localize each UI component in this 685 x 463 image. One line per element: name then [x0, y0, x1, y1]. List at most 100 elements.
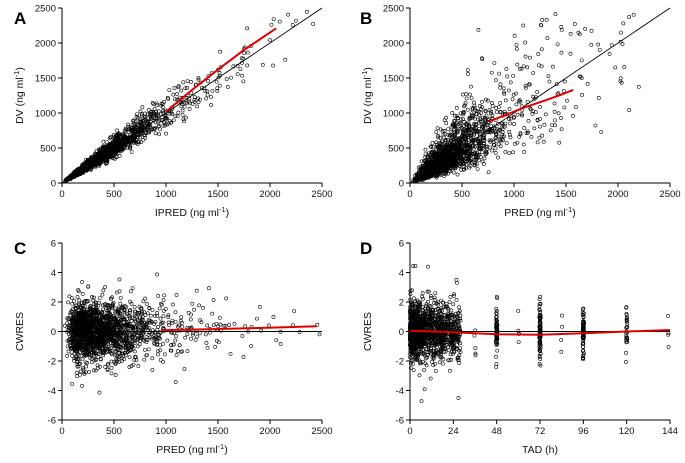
- data-point: [156, 352, 160, 357]
- data-point: [137, 342, 142, 347]
- data-point: [180, 112, 185, 117]
- data-point: [636, 84, 641, 89]
- data-point: [132, 305, 137, 309]
- data-point: [446, 127, 450, 132]
- data-point: [135, 123, 140, 127]
- data-point: [493, 150, 498, 155]
- data-point: [464, 96, 469, 101]
- data-point: [511, 73, 516, 78]
- data-point: [116, 145, 121, 149]
- data-point: [175, 114, 180, 118]
- data-point: [562, 79, 567, 84]
- data-point: [173, 380, 178, 384]
- data-point: [511, 150, 515, 155]
- data-point: [169, 110, 174, 115]
- data-point: [574, 105, 578, 109]
- data-point: [173, 319, 178, 324]
- data-point: [547, 79, 552, 84]
- data-point: [213, 344, 218, 349]
- data-point: [80, 165, 85, 170]
- data-point: [546, 74, 551, 79]
- data-point: [620, 42, 625, 47]
- data-point: [266, 323, 271, 328]
- data-point: [163, 307, 168, 311]
- data-point: [184, 96, 189, 100]
- data-point: [133, 119, 138, 124]
- data-point: [294, 18, 298, 23]
- data-point: [87, 369, 91, 374]
- data-point: [469, 96, 474, 100]
- data-point: [142, 115, 147, 120]
- data-point: [71, 173, 76, 178]
- data-point: [109, 371, 114, 376]
- data-point: [101, 288, 106, 293]
- y-tick-label: 1000: [35, 109, 56, 120]
- data-point: [498, 82, 503, 87]
- data-point: [535, 90, 540, 94]
- x-tick-label: 1000: [155, 189, 176, 200]
- data-point: [123, 138, 128, 143]
- data-point: [196, 76, 201, 80]
- data-point: [146, 129, 151, 134]
- data-point: [90, 295, 94, 299]
- data-point: [467, 92, 472, 97]
- data-point: [561, 89, 566, 93]
- data-point: [475, 167, 480, 171]
- data-point: [200, 86, 204, 90]
- data-point: [180, 324, 185, 329]
- data-point: [190, 301, 195, 306]
- data-point: [70, 301, 75, 306]
- data-point: [241, 56, 246, 61]
- data-point: [290, 23, 295, 27]
- data-point: [241, 79, 246, 84]
- data-point: [128, 144, 133, 149]
- data-point: [225, 85, 230, 89]
- data-point: [150, 356, 155, 361]
- y-axis-label: DV (ng ml-1): [360, 67, 374, 124]
- data-point: [140, 118, 145, 123]
- data-point: [155, 103, 159, 107]
- data-point: [168, 120, 173, 125]
- data-point: [550, 64, 555, 69]
- data-point: [210, 311, 215, 316]
- data-point: [150, 308, 155, 312]
- data-point: [183, 86, 188, 91]
- y-tick-label: 2500: [383, 4, 404, 15]
- data-point: [609, 43, 614, 48]
- data-point: [245, 50, 250, 55]
- data-point: [490, 104, 495, 108]
- data-point: [91, 163, 96, 168]
- data-point: [103, 285, 108, 290]
- data-point: [490, 148, 495, 153]
- data-point: [622, 65, 627, 69]
- data-point: [539, 64, 544, 69]
- data-point: [165, 96, 170, 100]
- data-point: [458, 117, 463, 121]
- data-point: [507, 151, 512, 155]
- data-point: [510, 97, 515, 102]
- data-point: [228, 351, 233, 356]
- data-point: [83, 167, 88, 172]
- data-point: [514, 43, 519, 47]
- data-point: [164, 131, 168, 136]
- data-point: [478, 155, 483, 159]
- data-point: [80, 280, 84, 284]
- data-point: [553, 12, 558, 17]
- data-point: [522, 150, 527, 154]
- data-point: [156, 109, 161, 114]
- data-point: [70, 174, 75, 178]
- data-point: [507, 107, 512, 111]
- data-point: [167, 118, 172, 123]
- data-point: [172, 86, 177, 90]
- data-point: [277, 19, 282, 24]
- data-point: [490, 100, 494, 105]
- data-point: [171, 92, 176, 97]
- y-tick-label: 2500: [35, 4, 56, 15]
- data-point: [434, 130, 439, 135]
- y-tick-label: 0: [51, 179, 56, 190]
- data-point: [453, 113, 457, 118]
- data-point: [529, 134, 534, 139]
- data-point: [75, 370, 80, 375]
- data-point: [580, 92, 585, 97]
- x-tick-label: 1000: [503, 189, 524, 200]
